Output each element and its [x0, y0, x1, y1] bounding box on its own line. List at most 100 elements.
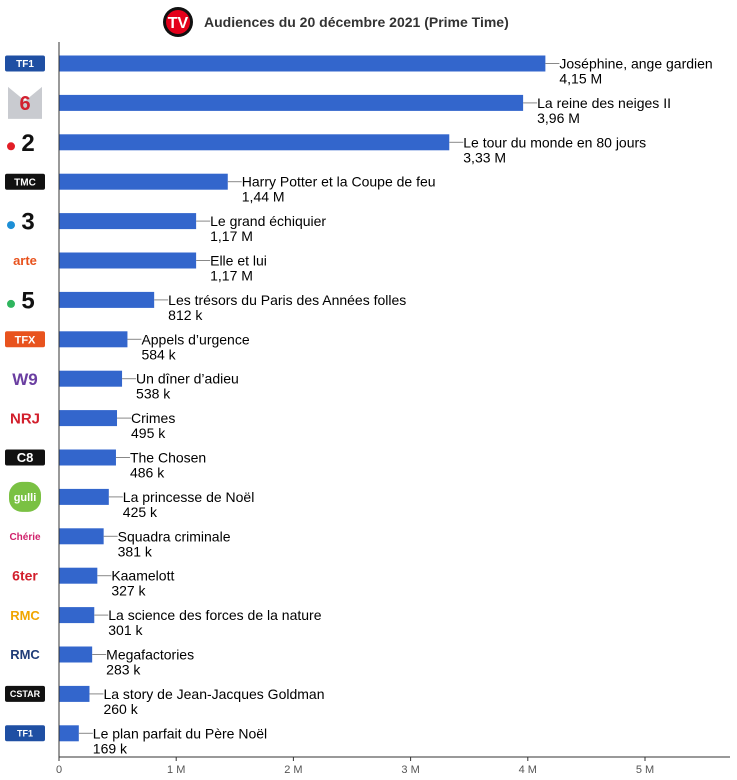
channel-logo-text: RMC: [10, 647, 40, 662]
value-label: 3,33 M: [463, 149, 506, 165]
channel-logo-dot: [7, 221, 15, 230]
channel-logo-bg: [5, 331, 45, 348]
channel-logos: TF1 6 2 TMC 3 arte 5 TFX W9 NRJ C8 gulli Chérie 6ter R…: [5, 55, 45, 742]
program-label: La reine des neiges II: [537, 95, 671, 111]
value-label: 301 k: [108, 622, 143, 638]
channel-logo: NRJ: [10, 411, 40, 428]
x-tick-label: 3 M: [401, 764, 419, 776]
channel-logo-text: gulli: [14, 492, 37, 504]
channel-logo-bg: [5, 449, 45, 466]
channel-logo: arte: [13, 253, 37, 268]
channel-logo: TFX: [5, 331, 45, 348]
bar: [59, 173, 228, 190]
channel-logo-text: TF1: [17, 729, 33, 739]
bar: [59, 607, 95, 624]
channel-logo: 2: [7, 130, 35, 157]
x-tick-label: 0: [56, 764, 62, 776]
value-label: 486 k: [130, 465, 165, 481]
channel-logo-text: 2: [21, 130, 34, 157]
channel-logo-bg: [8, 86, 42, 119]
x-tick-label: 5 M: [636, 764, 654, 776]
value-label: 327 k: [111, 583, 146, 599]
channel-logo: CSTAR: [5, 685, 45, 702]
value-label: 425 k: [123, 504, 158, 520]
bar: [59, 725, 79, 742]
bar: [59, 685, 90, 702]
program-label: Le plan parfait du Père Noël: [93, 725, 267, 741]
value-label: 1,17 M: [210, 228, 253, 244]
program-label: La story de Jean-Jacques Goldman: [103, 686, 324, 702]
channel-logo-text: TF1: [16, 59, 34, 70]
value-label: 283 k: [106, 662, 141, 678]
x-tick-label: 2 M: [284, 764, 302, 776]
program-label: Le tour du monde en 80 jours: [463, 134, 646, 150]
program-label: Joséphine, ange gardien: [559, 56, 712, 72]
x-tick-label: 4 M: [519, 764, 537, 776]
value-label: 584 k: [141, 346, 176, 362]
program-label: Les trésors du Paris des Années folles: [168, 292, 406, 308]
channel-logo-dot: [7, 142, 15, 151]
program-label: Kaamelott: [111, 568, 174, 584]
channel-logo-text: NRJ: [10, 411, 40, 428]
program-label: The Chosen: [130, 450, 206, 466]
channel-logo: W9: [12, 370, 38, 389]
bar: [59, 213, 197, 230]
value-label: 1,17 M: [210, 268, 253, 284]
channel-logo-text: arte: [13, 253, 37, 268]
channel-logo: Chérie: [9, 532, 41, 543]
channel-logo: 6ter: [12, 568, 38, 584]
program-label: Elle et lui: [210, 253, 267, 269]
channel-logo-text: 6ter: [12, 568, 38, 584]
channel-logo-text: C8: [17, 450, 34, 465]
channel-logo: gulli: [9, 481, 41, 512]
channel-logo: 5: [7, 288, 35, 315]
channel-logo-bg: [5, 685, 45, 702]
channel-logo-text: Chérie: [9, 532, 41, 543]
channel-logo-dot: [7, 299, 15, 308]
bars-group: [59, 55, 546, 742]
value-label: 1,44 M: [242, 189, 285, 205]
bar: [59, 410, 118, 427]
channel-logo-text: RMC: [10, 608, 40, 623]
site-logo-text: TV: [168, 15, 189, 32]
value-label: 538 k: [136, 386, 171, 402]
value-label: 812 k: [168, 307, 203, 323]
program-label: Megafactories: [106, 647, 194, 663]
bar: [59, 94, 524, 111]
x-axis-ticks: 0 1 M 2 M 3 M 4 M 5 M: [56, 757, 654, 776]
channel-logo-text: 6: [19, 93, 30, 115]
value-label: 4,15 M: [559, 71, 602, 87]
channel-logo-text: CSTAR: [10, 689, 41, 699]
bar: [59, 449, 116, 466]
program-label: Harry Potter et la Coupe de feu: [242, 174, 436, 190]
program-label: Squadra criminale: [118, 528, 231, 544]
bar: [59, 291, 155, 308]
program-label: Le grand échiquier: [210, 213, 326, 229]
channel-logo: RMC: [10, 608, 40, 623]
bar: [59, 55, 546, 72]
bar: [59, 567, 98, 584]
value-label: 495 k: [131, 425, 166, 441]
channel-logo-text: TFX: [15, 334, 36, 346]
x-axis: [58, 42, 730, 758]
channel-logo-text: 5: [21, 288, 34, 315]
program-label: Appels d’urgence: [141, 331, 249, 347]
bar: [59, 488, 109, 505]
bar: [59, 134, 450, 151]
channel-logo: TMC: [5, 173, 45, 190]
value-label: 381 k: [118, 543, 153, 559]
channel-logo: 3: [7, 209, 35, 236]
channel-logo-bg: [5, 173, 45, 190]
channel-logo-text: 3: [21, 209, 34, 236]
channel-logo-text: TMC: [14, 177, 36, 188]
channel-logo: TF1: [5, 725, 45, 742]
channel-logo: C8: [5, 449, 45, 466]
value-label: 3,96 M: [537, 110, 580, 126]
program-label: La science des forces de la nature: [108, 607, 321, 623]
bar: [59, 252, 197, 269]
channel-logo: RMC: [10, 647, 40, 662]
program-label: Un dîner d’adieu: [136, 371, 239, 387]
value-label: 260 k: [103, 701, 138, 717]
